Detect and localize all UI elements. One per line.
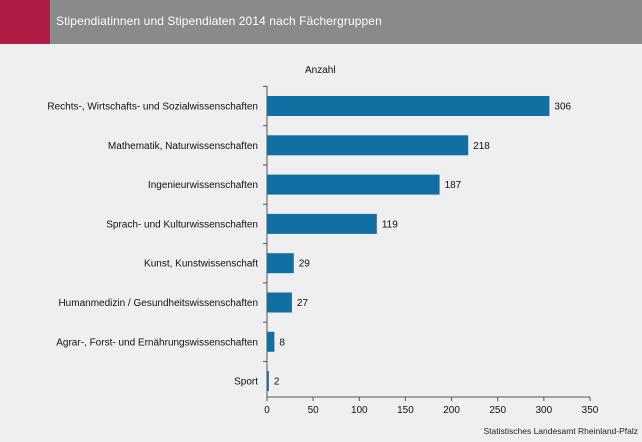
data-label: 306 xyxy=(554,102,571,113)
data-label: 119 xyxy=(382,219,398,230)
category-label: Mathematik, Naturwissenschaften xyxy=(108,141,258,152)
bar-8 xyxy=(267,371,269,392)
category-label: Sport xyxy=(234,377,258,388)
category-label: Sprach- und Kulturwissenschaften xyxy=(106,219,258,230)
x-tick-label: 350 xyxy=(582,405,599,416)
x-tick-label: 150 xyxy=(397,405,414,416)
bar-6 xyxy=(267,292,292,313)
source-note: Statistisches Landesamt Rheinland-Pfalz xyxy=(483,426,639,436)
data-label: 187 xyxy=(445,180,462,191)
header-bar: Stipendiatinnen und Stipendiaten 2014 na… xyxy=(0,0,642,44)
data-label: 8 xyxy=(279,337,285,348)
bar-5 xyxy=(267,253,294,274)
x-tick-label: 50 xyxy=(308,405,320,416)
category-label: Humanmedizin / Gesundheitswissenschaften xyxy=(58,298,258,309)
category-label: Rechts-, Wirtschafts- und Sozialwissensc… xyxy=(47,102,258,113)
bar-1 xyxy=(267,96,550,116)
data-label: 29 xyxy=(299,259,311,270)
data-label: 2 xyxy=(274,377,280,388)
header-accent xyxy=(0,0,50,44)
bar-2 xyxy=(267,135,469,156)
chart-title: Stipendiatinnen und Stipendiaten 2014 na… xyxy=(56,14,382,28)
x-axis-label: Anzahl xyxy=(305,65,336,76)
x-tick-label: 0 xyxy=(264,405,270,416)
bar-3 xyxy=(267,174,440,195)
data-label: 27 xyxy=(297,298,309,309)
bar-7 xyxy=(267,331,275,352)
category-label: Ingenieurwissenschaften xyxy=(148,180,258,191)
bar-4 xyxy=(267,213,377,234)
x-tick-label: 250 xyxy=(489,405,506,416)
x-tick-label: 100 xyxy=(351,405,368,416)
category-label: Agrar-, Forst- und Ernährungswissenschaf… xyxy=(56,337,258,348)
category-label: Kunst, Kunstwissenschaft xyxy=(144,259,258,270)
bar-chart: Anzahl Rechts-, Wirtschafts- und Sozialwi… xyxy=(47,65,599,416)
x-tick-label: 300 xyxy=(536,405,553,416)
data-label: 218 xyxy=(473,141,490,152)
x-tick-label: 200 xyxy=(443,405,460,416)
